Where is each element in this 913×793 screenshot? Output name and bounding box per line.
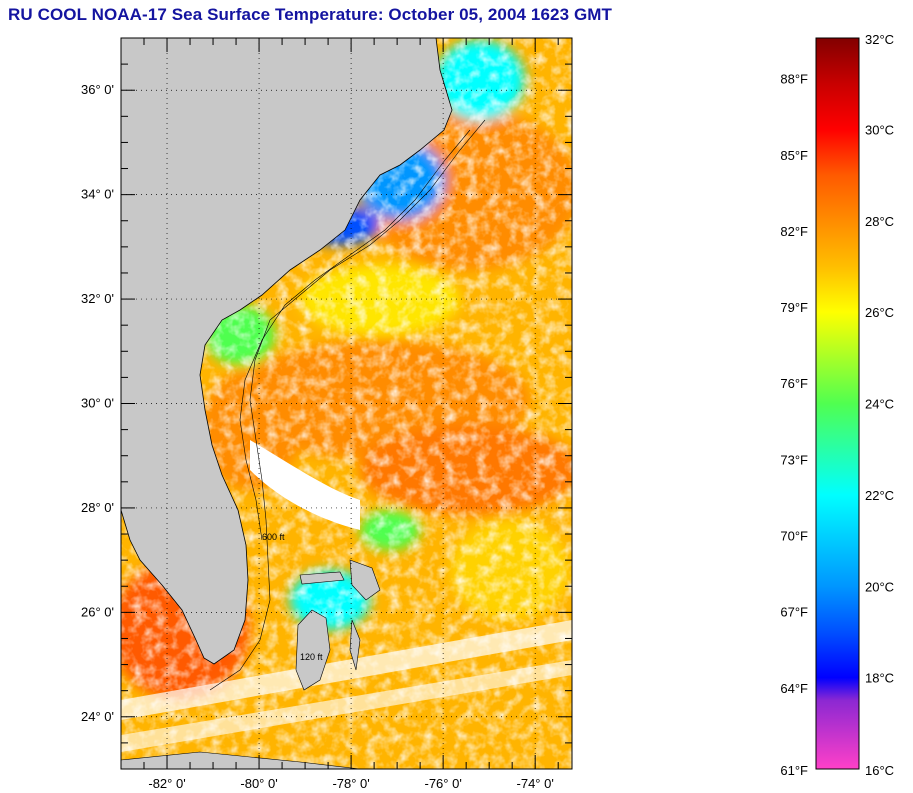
fahrenheit-label: 70°F [780,528,808,543]
celsius-label: 20°C [865,579,894,594]
colorbar-fahrenheit-labels: 88°F 85°F 82°F 79°F 76°F 73°F 70°F 67°F 64°F 61°F [780,72,808,778]
fahrenheit-label: 73°F [780,452,808,467]
land [121,38,453,769]
bahamas-grand [299,571,345,585]
celsius-label: 24°C [865,397,894,412]
fahrenheit-label: 61°F [780,763,808,778]
lat-tick-label: 32° 0' [81,291,114,306]
cuba-edge [121,751,361,769]
longitude-labels: -82° 0' -80° 0' -78° 0' -76° 0' -74° 0' [148,776,553,791]
celsius-label: 16°C [865,763,894,778]
lon-tick-label: -82° 0' [148,776,185,791]
lon-tick-label: -78° 0' [332,776,369,791]
fahrenheit-label: 88°F [780,72,808,87]
bathymetry-label-600ft: 600 ft [262,532,285,542]
fahrenheit-label: 79°F [780,300,808,315]
lat-tick-label: 26° 0' [81,604,114,619]
fahrenheit-label: 64°F [780,681,808,696]
map-panel: 600 ft 120 ft [121,38,572,769]
celsius-label: 30°C [865,122,894,137]
celsius-label: 22°C [865,488,894,503]
fahrenheit-label: 67°F [780,605,808,620]
graticule [121,38,572,769]
us-coastline-land [121,38,453,665]
celsius-label: 32°C [865,32,894,47]
lon-tick-label: -74° 0' [517,776,554,791]
cloud-band [250,440,360,530]
bathymetry-contours [209,119,486,691]
lat-tick-label: 28° 0' [81,500,114,515]
colorbar-celsius-labels: 32°C 30°C 28°C 26°C 24°C 22°C 20°C 18°C 16°C [865,32,894,778]
lat-tick-label: 34° 0' [81,187,114,202]
fahrenheit-label: 76°F [780,376,808,391]
axis-ticks [120,37,572,770]
celsius-label: 26°C [865,305,894,320]
fahrenheit-label: 82°F [780,224,808,239]
cloud-band [121,660,572,752]
celsius-label: 28°C [865,214,894,229]
bathymetry-label-120ft: 120 ft [300,652,323,662]
bahamas-eleuthera [349,619,361,671]
bahamas-andros [295,609,331,691]
lat-tick-label: 36° 0' [81,82,114,97]
lat-tick-label: 30° 0' [81,396,114,411]
colorbar: 88°F 85°F 82°F 79°F 76°F 73°F 70°F 67°F 64°F 61°F… [780,32,894,778]
page-title: RU COOL NOAA-17 Sea Surface Temperature:… [8,5,613,24]
fahrenheit-label: 85°F [780,148,808,163]
latitude-labels: 36° 0' 34° 0' 32° 0' 30° 0' 28° 0' 26° 0' 24° … [81,82,114,724]
cloud-band [121,620,572,720]
celsius-label: 18°C [865,671,894,686]
bahamas-abaco [349,559,381,601]
lon-tick-label: -80° 0' [240,776,277,791]
lat-tick-label: 24° 0' [81,709,114,724]
colorbar-bar [815,37,860,770]
lon-tick-label: -76° 0' [424,776,461,791]
